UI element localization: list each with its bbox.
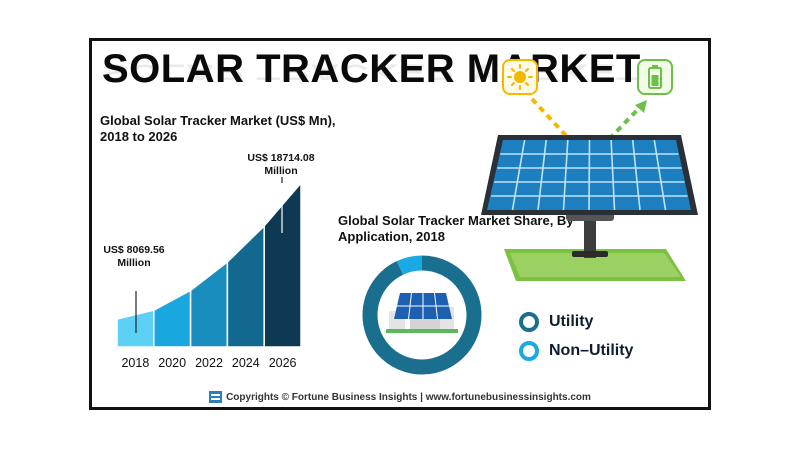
bar-2022 <box>189 260 229 348</box>
x-tick-label: 2022 <box>195 356 223 370</box>
legend-label: Utility <box>549 313 594 330</box>
bar-chart-title: Global Solar Tracker Market (US$ Mn), 20… <box>100 113 336 144</box>
bar-2020 <box>153 289 192 348</box>
solar-farm-icon <box>386 292 458 333</box>
data-label-2026-unit: Million <box>264 165 297 177</box>
infographic-frame: SOLAR TRACKER MARKET SOLAR TRACKER MARKE… <box>89 38 711 410</box>
x-tick-label: 2020 <box>158 356 186 370</box>
solar-panel-illustration <box>481 59 698 281</box>
slice-utility <box>362 255 482 375</box>
slice-non-utility <box>396 255 423 275</box>
page-title: SOLAR TRACKER MARKET <box>102 47 641 91</box>
footer-text: Copyrights © Fortune Business Insights |… <box>226 391 591 403</box>
donut-chart-title: Global Solar Tracker Market Share, By Ap… <box>338 213 574 244</box>
legend-item-utility: Utility <box>519 309 633 335</box>
bar-2018 <box>116 309 155 348</box>
sun-icon <box>502 59 538 95</box>
fbi-logo-icon <box>209 391 223 403</box>
battery-icon <box>637 59 673 95</box>
bar-2024 <box>226 224 265 348</box>
x-tick-label: 2026 <box>269 356 297 370</box>
x-tick-label: 2024 <box>232 356 260 370</box>
legend-ring-icon <box>519 341 539 361</box>
donut-chart <box>362 255 482 375</box>
bar-2026 <box>263 180 302 348</box>
donut-legend: Utility Non–Utility <box>519 309 633 367</box>
legend-item-non-utility: Non–Utility <box>519 338 633 364</box>
data-label-2026: US$ 18714.08 <box>247 152 314 164</box>
x-tick-label: 2018 <box>121 356 149 370</box>
legend-label: Non–Utility <box>549 342 634 359</box>
data-label-2018-unit: Million <box>117 257 150 269</box>
copyright-footer: Copyrights © Fortune Business Insights |… <box>92 391 708 403</box>
legend-ring-icon <box>519 312 539 332</box>
data-label-2018: US$ 8069.56 <box>103 244 164 256</box>
